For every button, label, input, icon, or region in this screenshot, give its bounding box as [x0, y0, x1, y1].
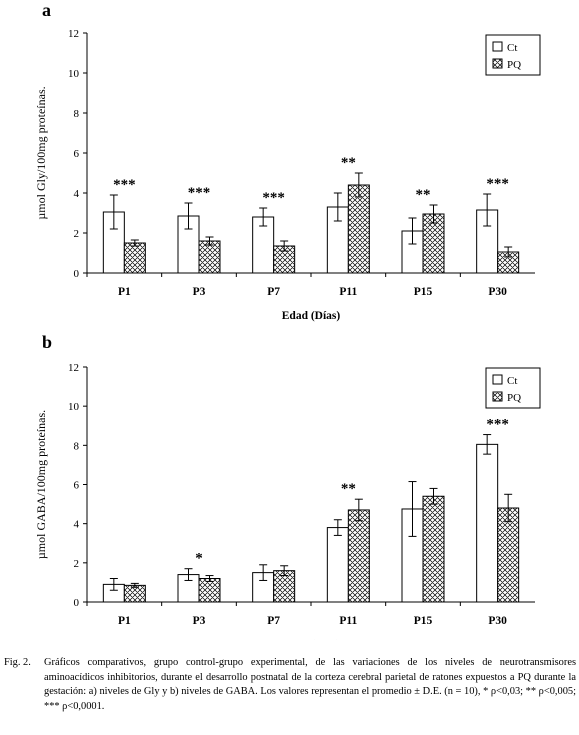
category-label-p7: P7 — [267, 615, 280, 627]
category-label-p11: P11 — [339, 286, 357, 298]
y-axis-label: µmol Gly/100mg proteínas. — [34, 86, 48, 219]
bar-ct-p30 — [476, 443, 499, 603]
y-tick-label: 10 — [68, 68, 80, 80]
significance-mark: *** — [113, 177, 136, 193]
legend-swatch-ct — [492, 374, 503, 385]
legend-label-pq: PQ — [507, 59, 521, 71]
bar-pq-p11 — [347, 184, 370, 274]
y-tick-label: 6 — [74, 148, 80, 160]
chart-panel-b: b 0 2 4 6 8 10 12 P1 P3 * P7 P11 ** P15 P30 *** Edad (Día… — [34, 332, 541, 640]
category-label-p3: P3 — [193, 615, 206, 627]
category-label-p7: P7 — [267, 286, 280, 298]
y-tick-label: 12 — [68, 28, 79, 40]
category-label-p30: P30 — [488, 615, 507, 627]
x-axis-label: Edad (Días) — [282, 639, 341, 640]
significance-mark: ** — [341, 155, 356, 171]
x-axis-label: Edad (Días) — [282, 310, 341, 322]
legend-label-pq: PQ — [507, 392, 521, 404]
panel-letter: a — [42, 0, 51, 20]
y-tick-label: 8 — [74, 440, 80, 452]
category-label-p1: P1 — [118, 286, 131, 298]
caption-label: Fig. 2. — [4, 657, 31, 668]
bar-pq-p15 — [422, 495, 445, 603]
legend-swatch-pq — [492, 391, 503, 402]
category-label-p1: P1 — [118, 615, 131, 627]
legend-label-ct: Ct — [507, 42, 517, 54]
bar-pq-p1 — [123, 584, 146, 603]
panel-letter: b — [42, 332, 52, 352]
significance-mark: *** — [486, 176, 509, 192]
significance-mark: ** — [341, 481, 356, 497]
significance-mark: *** — [188, 185, 211, 201]
significance-mark: * — [195, 551, 203, 567]
bar-pq-p11 — [347, 509, 370, 603]
category-label-p15: P15 — [414, 615, 433, 627]
significance-mark: *** — [486, 417, 509, 433]
y-tick-label: 4 — [74, 519, 80, 531]
y-tick-label: 2 — [74, 558, 80, 570]
category-label-p15: P15 — [414, 286, 433, 298]
bar-ct-p11 — [326, 527, 349, 603]
chart-panel-a: a 0 2 4 6 8 10 12 P1 *** P3 *** P7 *** P11 ** P15 ** P30 **… — [34, 0, 541, 322]
significance-mark: ** — [416, 187, 431, 203]
figure-caption: Fig. 2. Gráficos comparativos, grupo con… — [4, 656, 576, 714]
bar-pq-p1 — [123, 242, 146, 274]
legend-label-ct: Ct — [507, 375, 517, 387]
category-label-p30: P30 — [488, 286, 507, 298]
bar-pq-p3 — [198, 240, 221, 274]
y-tick-label: 2 — [74, 228, 80, 240]
y-axis-label: µmol GABA/100mg proteínas. — [34, 410, 48, 559]
y-tick-label: 10 — [68, 401, 80, 413]
category-label-p3: P3 — [193, 286, 206, 298]
figure: a024681012P1***P3***P7***P11**P15**P30**… — [34, 0, 541, 640]
y-tick-label: 0 — [74, 597, 80, 609]
y-tick-label: 8 — [74, 108, 80, 120]
bar-pq-p3 — [198, 578, 221, 603]
y-tick-label: 4 — [74, 188, 80, 200]
category-label-p11: P11 — [339, 615, 357, 627]
y-tick-label: 12 — [68, 362, 79, 374]
legend-swatch-ct — [492, 41, 503, 52]
significance-mark: *** — [262, 190, 285, 206]
caption-text: Gráficos comparativos, grupo control-gru… — [44, 657, 576, 712]
y-tick-label: 0 — [74, 268, 80, 280]
y-tick-label: 6 — [74, 480, 80, 492]
legend-swatch-pq — [492, 58, 503, 69]
